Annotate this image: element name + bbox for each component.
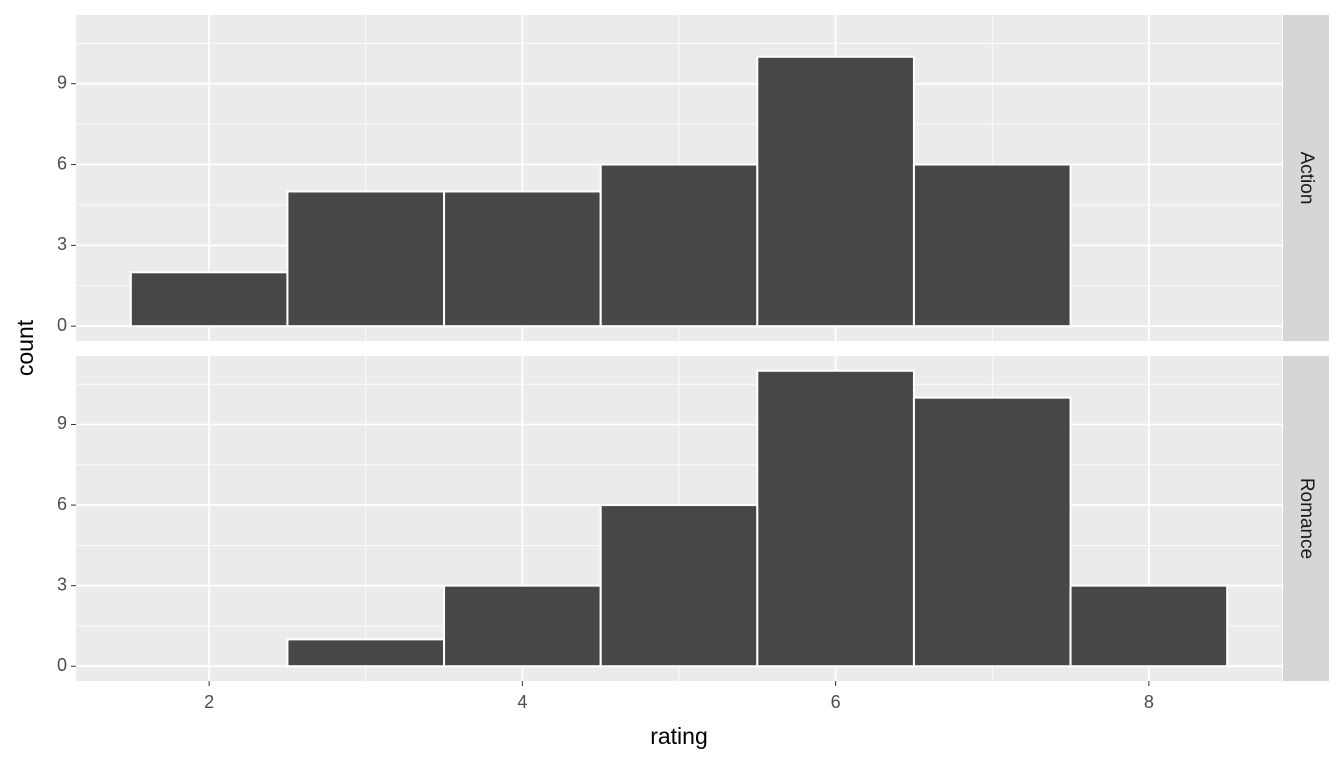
y-tick-label: 9 [57,72,67,92]
bar [286,190,446,328]
x-tick-label: 4 [517,692,527,712]
strip-label: Action [1296,152,1317,205]
bar [443,190,602,328]
y-axis-title: count [12,319,38,376]
bar [1069,584,1229,668]
bar [756,369,915,668]
strip-background [1283,15,1329,341]
bar [286,638,446,668]
bar [129,271,289,328]
x-axis-title: rating [650,723,708,749]
y-tick-label: 0 [57,655,67,675]
strip-label: Romance [1296,478,1317,559]
bar [912,396,1072,668]
strip-background [1283,356,1329,681]
y-tick-label: 9 [57,413,67,433]
bar [443,584,602,668]
x-tick-label: 2 [204,692,214,712]
y-tick-label: 3 [57,574,67,594]
bar [912,163,1072,328]
y-tick-label: 6 [57,153,67,173]
x-tick-label: 6 [831,692,841,712]
y-tick-label: 3 [57,234,67,254]
x-tick-label: 8 [1144,692,1154,712]
y-tick-label: 6 [57,494,67,514]
bar [599,163,759,328]
bar [599,504,759,668]
bar [756,55,915,328]
y-tick-label: 0 [57,315,67,335]
